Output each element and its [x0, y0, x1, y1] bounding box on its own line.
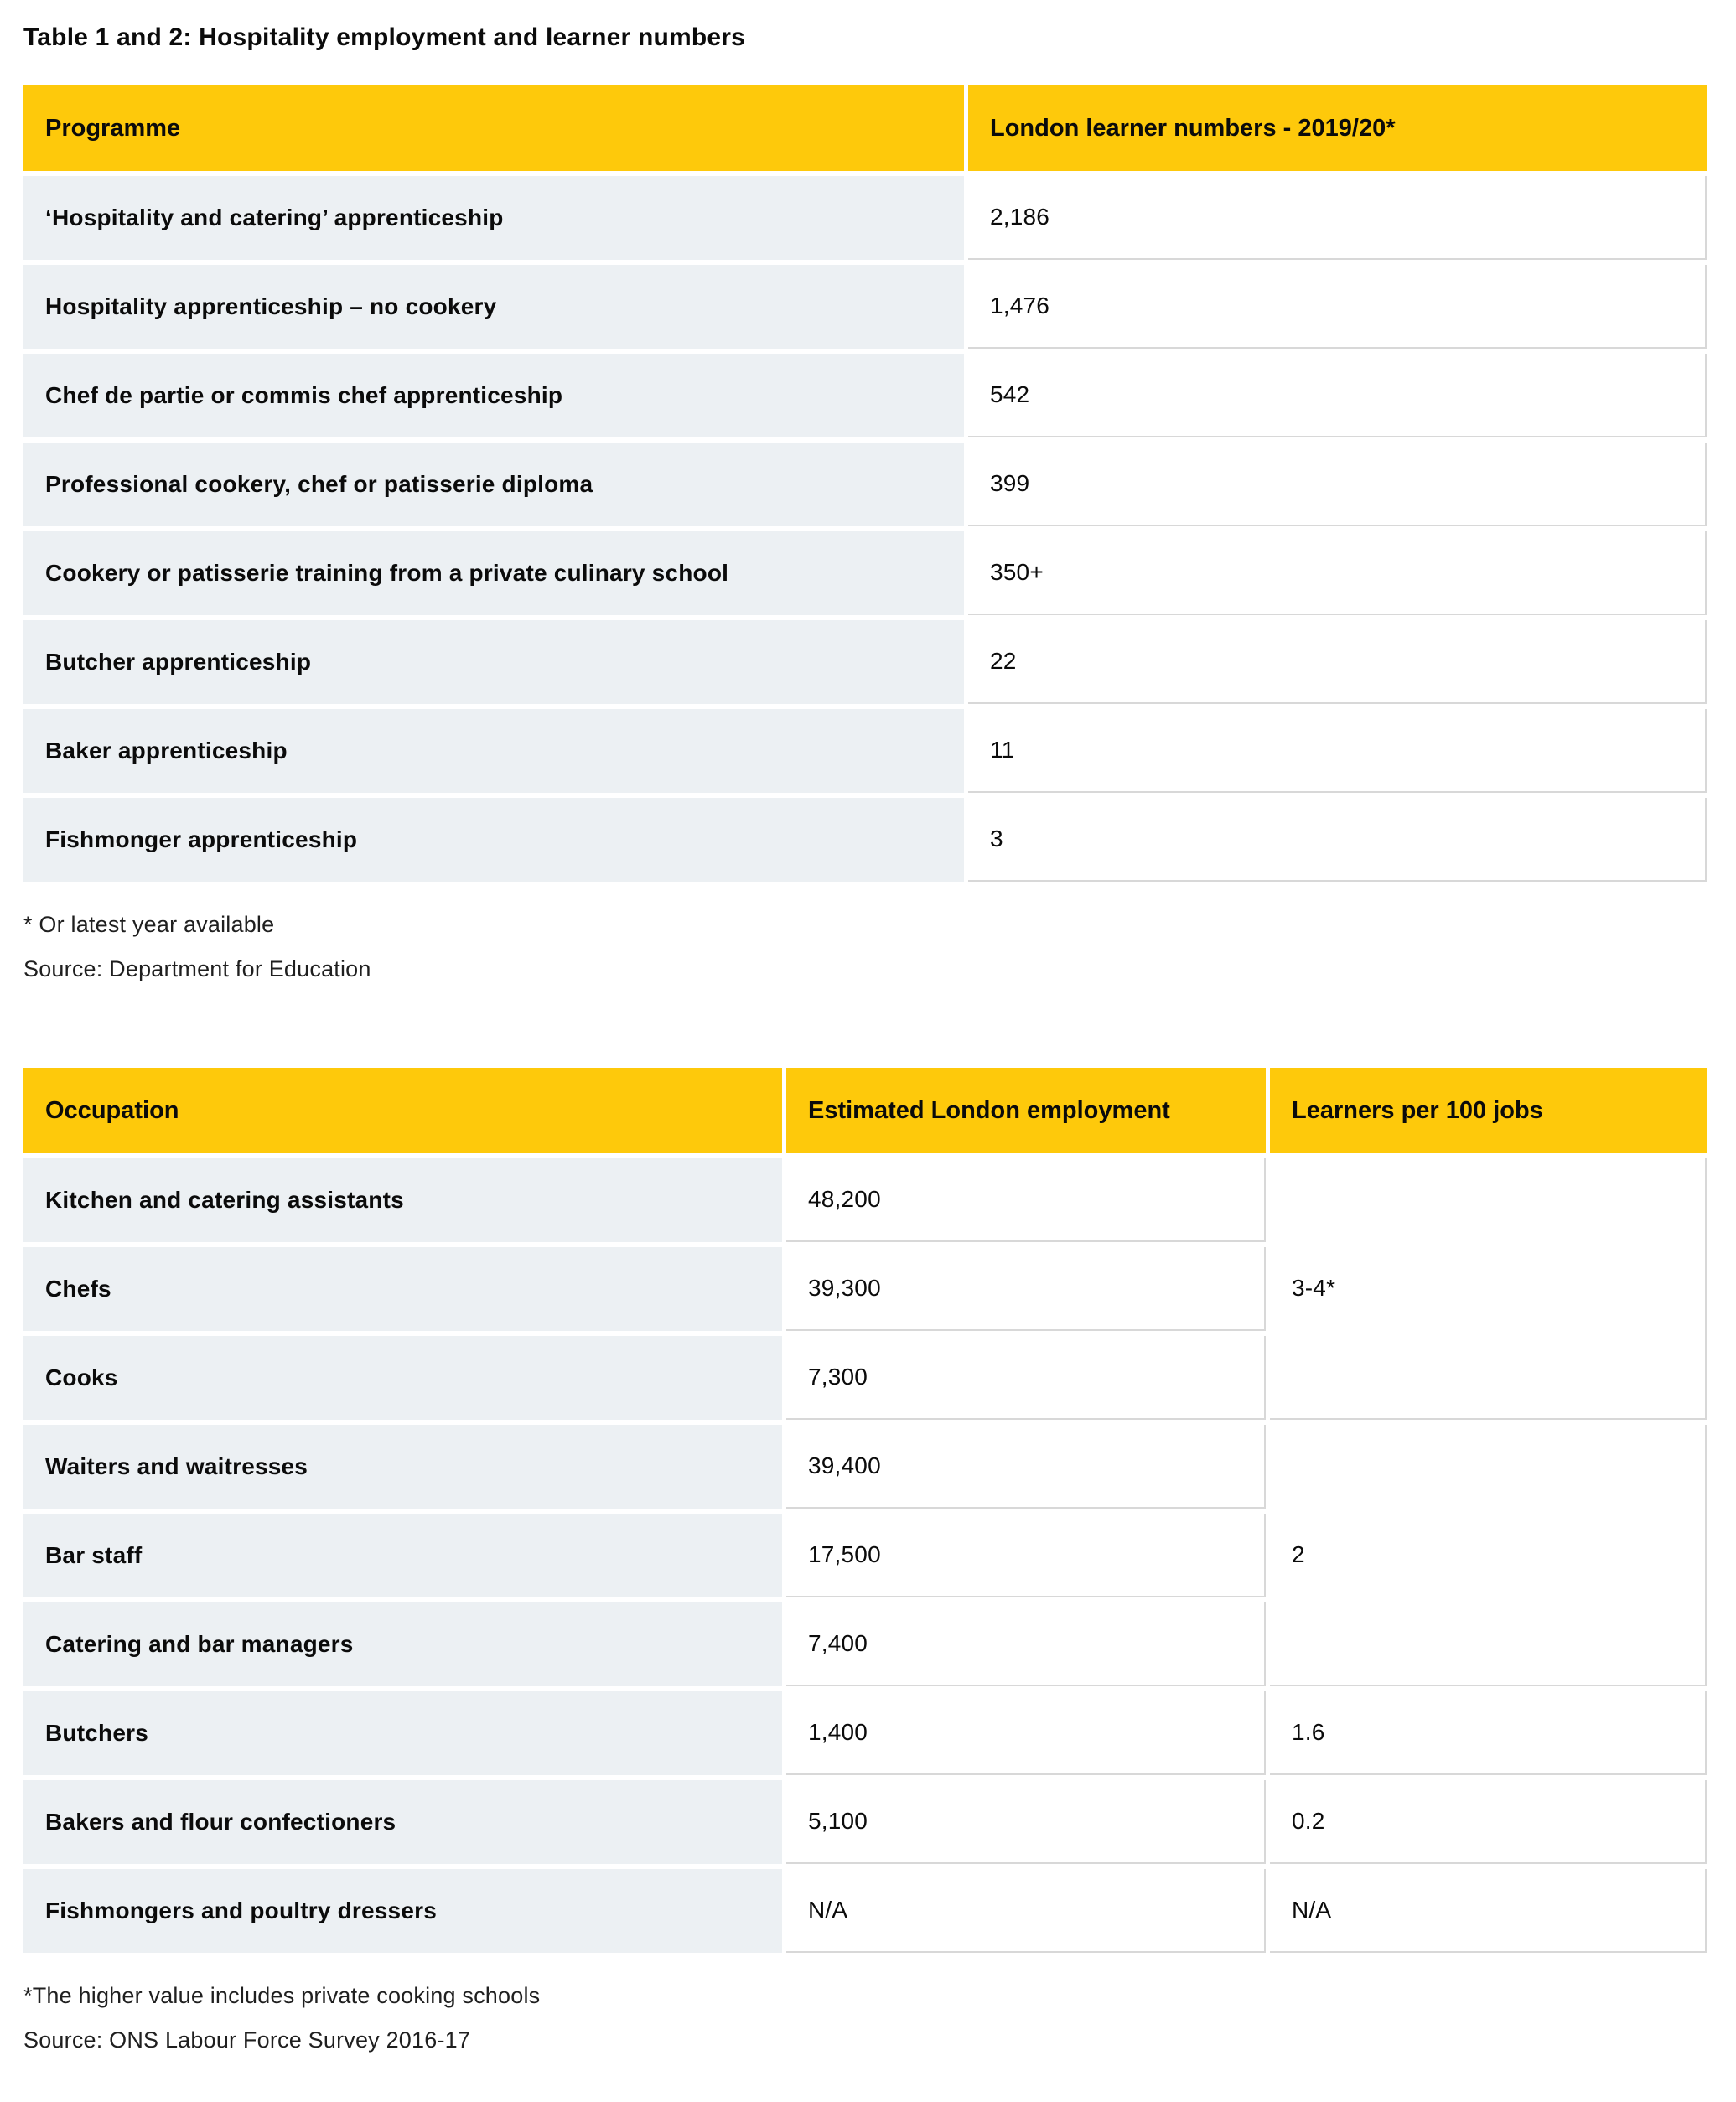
- employment-cell: 1,400: [786, 1691, 1266, 1775]
- footnote-latest-year: * Or latest year available: [23, 912, 275, 937]
- table-row: Professional cookery, chef or patisserie…: [23, 443, 1707, 526]
- employment-cell: 7,300: [786, 1336, 1266, 1420]
- table-row: Butchers 1,400 1.6: [23, 1691, 1707, 1775]
- programme-cell: Butcher apprenticeship: [23, 620, 964, 704]
- source-department-for-education: Source: Department for Education: [23, 956, 371, 981]
- programme-cell: Cookery or patisserie training from a pr…: [23, 531, 964, 615]
- learner-numbers-cell: 2,186: [968, 176, 1707, 260]
- learners-per-100-jobs-cell: 0.2: [1270, 1780, 1707, 1864]
- table-header-row: Programme London learner numbers - 2019/…: [23, 85, 1707, 171]
- programme-cell: Hospitality apprenticeship – no cookery: [23, 265, 964, 349]
- programme-cell: Professional cookery, chef or patisserie…: [23, 443, 964, 526]
- learners-per-100-jobs-cell: 2: [1270, 1425, 1707, 1686]
- table-header-row: Occupation Estimated London employment L…: [23, 1068, 1707, 1153]
- learner-numbers-cell: 22: [968, 620, 1707, 704]
- employment-cell: 39,300: [786, 1247, 1266, 1331]
- table-row: Cooks 7,300: [23, 1336, 1707, 1420]
- employment-cell: 5,100: [786, 1780, 1266, 1864]
- learner-numbers-cell: 1,476: [968, 265, 1707, 349]
- occupation-cell: Catering and bar managers: [23, 1602, 782, 1686]
- programme-cell: Baker apprenticeship: [23, 709, 964, 793]
- programme-cell: Fishmonger apprenticeship: [23, 798, 964, 882]
- employment-cell: 39,400: [786, 1425, 1266, 1509]
- employment-column-header: Estimated London employment: [786, 1068, 1266, 1153]
- employment-cell: 17,500: [786, 1514, 1266, 1597]
- learner-numbers-cell: 3: [968, 798, 1707, 882]
- learner-numbers-table: Programme London learner numbers - 2019/…: [19, 80, 1711, 887]
- table-row: Waiters and waitresses 39,400 2: [23, 1425, 1707, 1686]
- programme-column-header: Programme: [23, 85, 964, 171]
- table-row: Baker apprenticeship 11: [23, 709, 1707, 793]
- occupation-cell: Cooks: [23, 1336, 782, 1420]
- table-row: Butcher apprenticeship 22: [23, 620, 1707, 704]
- programme-cell: ‘Hospitality and catering’ apprenticeshi…: [23, 176, 964, 260]
- learners-per-100-jobs-cell: 3-4*: [1270, 1158, 1707, 1420]
- learner-numbers-cell: 399: [968, 443, 1707, 526]
- occupation-cell: Bakers and flour confectioners: [23, 1780, 782, 1864]
- occupation-cell: Fishmongers and poultry dressers: [23, 1869, 782, 1953]
- learner-numbers-column-header: London learner numbers - 2019/20*: [968, 85, 1707, 171]
- learner-numbers-cell: 542: [968, 354, 1707, 437]
- learners-per-100-jobs-cell: N/A: [1270, 1869, 1707, 1953]
- table-row: Fishmonger apprenticeship 3: [23, 798, 1707, 882]
- employment-cell: 7,400: [786, 1602, 1266, 1686]
- occupation-cell: Bar staff: [23, 1514, 782, 1597]
- occupation-column-header: Occupation: [23, 1068, 782, 1153]
- table-row: Hospitality apprenticeship – no cookery 1…: [23, 265, 1707, 349]
- occupation-cell: Waiters and waitresses: [23, 1425, 782, 1509]
- learners-per-100-jobs-column-header: Learners per 100 jobs: [1270, 1068, 1707, 1153]
- table-row: Catering and bar managers 7,400: [23, 1602, 1707, 1686]
- table-row: Chef de partie or commis chef apprentice…: [23, 354, 1707, 437]
- source-ons-labour-force-survey: Source: ONS Labour Force Survey 2016-17: [23, 2027, 471, 2053]
- programme-cell: Chef de partie or commis chef apprentice…: [23, 354, 964, 437]
- table-row: ‘Hospitality and catering’ apprenticeshi…: [23, 176, 1707, 260]
- occupation-cell: Chefs: [23, 1247, 782, 1331]
- occupation-employment-table: Occupation Estimated London employment L…: [19, 1063, 1711, 1958]
- employment-cell: N/A: [786, 1869, 1266, 1953]
- learner-numbers-cell: 11: [968, 709, 1707, 793]
- learner-numbers-cell: 350+: [968, 531, 1707, 615]
- table-row: Bar staff 17,500: [23, 1514, 1707, 1597]
- page-title: Table 1 and 2: Hospitality employment an…: [23, 23, 746, 51]
- table-row: Chefs 39,300: [23, 1247, 1707, 1331]
- occupation-cell: Kitchen and catering assistants: [23, 1158, 782, 1242]
- employment-cell: 48,200: [786, 1158, 1266, 1242]
- footnote-higher-value: *The higher value includes private cooki…: [23, 1983, 541, 2008]
- occupation-cell: Butchers: [23, 1691, 782, 1775]
- table-row: Cookery or patisserie training from a pr…: [23, 531, 1707, 615]
- table-row: Fishmongers and poultry dressers N/A N/A: [23, 1869, 1707, 1953]
- report-page: Table 1 and 2: Hospitality employment an…: [19, 23, 1711, 2053]
- table-row: Kitchen and catering assistants 48,200 3-4…: [23, 1158, 1707, 1420]
- learners-per-100-jobs-cell: 1.6: [1270, 1691, 1707, 1775]
- table-row: Bakers and flour confectioners 5,100 0.2: [23, 1780, 1707, 1864]
